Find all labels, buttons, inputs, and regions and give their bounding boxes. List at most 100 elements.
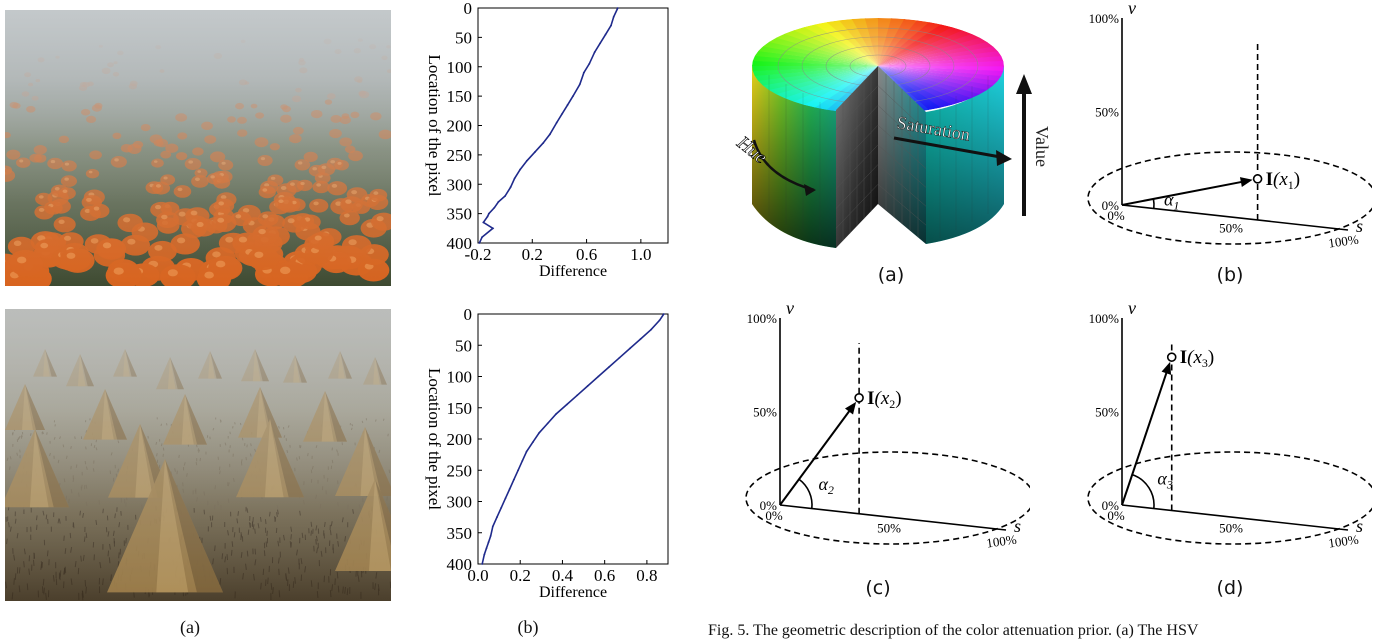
left-subcaption-a: (a) <box>180 617 200 637</box>
y-tick-label: 100 <box>447 58 473 77</box>
curve-point <box>658 319 661 322</box>
curve-point <box>517 469 520 472</box>
curve-point <box>582 71 585 74</box>
s-tick-label: 100% <box>1327 232 1359 251</box>
curve-point <box>525 450 528 453</box>
v-tick-label: 0% <box>1102 498 1120 513</box>
s-axis-label: s <box>1014 516 1021 536</box>
y-tick-label: 50 <box>455 336 472 355</box>
curve-point <box>478 242 481 244</box>
curve-point <box>599 42 602 45</box>
s-axis <box>1121 204 1349 231</box>
curve-point <box>538 431 541 434</box>
curve-point <box>482 221 485 224</box>
panel-subcaption-b: (b) <box>1216 264 1244 286</box>
s-axis-label: s <box>1356 216 1363 236</box>
curve-point <box>487 212 490 215</box>
curve-point <box>639 338 642 340</box>
curve-point <box>534 151 536 153</box>
haystack-field-haze-photo <box>5 309 391 601</box>
curve-point <box>481 563 484 565</box>
curve-point <box>497 200 500 203</box>
curve-point <box>483 553 486 556</box>
y-tick-label: 350 <box>447 524 473 543</box>
y-tick-label: 400 <box>447 555 473 574</box>
curve-point <box>504 195 507 197</box>
y-tick-label: 300 <box>447 175 473 194</box>
angle-arc <box>1152 198 1155 209</box>
curve-point <box>508 488 511 490</box>
panel-subcaption-c: (c) <box>865 577 891 599</box>
curve-point <box>555 413 558 415</box>
x-tick-label: 0.6 <box>594 566 615 585</box>
curve-point <box>546 422 549 425</box>
v-tick-label: 0% <box>1102 198 1120 213</box>
pixel-label: I(x3) <box>1180 347 1215 370</box>
s-tick-label: 0% <box>1107 208 1125 223</box>
pixel-label: I(x2) <box>867 388 902 411</box>
y-tick-label: 250 <box>447 146 473 165</box>
curve-point <box>555 121 558 124</box>
pixel-vector-head <box>1161 361 1172 375</box>
panel-subcaption-d: (d) <box>1216 577 1244 599</box>
value-label: Value <box>1032 126 1052 167</box>
x-tick-label: 1.0 <box>630 245 651 264</box>
x-tick-label: 0.0 <box>467 566 488 585</box>
s-axis-label: s <box>1356 516 1363 536</box>
hsv-cylinder-illustration: Hue Saturation Value <box>716 8 1066 260</box>
curve-point <box>485 547 488 550</box>
s-tick-label: 50% <box>1219 521 1243 536</box>
curve-point <box>513 177 516 180</box>
y-tick-label: 200 <box>447 430 473 449</box>
angle-arc <box>798 478 813 509</box>
x-tick-label: 0.2 <box>522 245 543 264</box>
pixel-point <box>1252 174 1263 184</box>
curve-point <box>519 168 521 171</box>
s-tick-label: 50% <box>1219 221 1243 236</box>
s-tick-label: 0% <box>1107 508 1125 523</box>
curve-point <box>493 206 496 209</box>
pixel-vector <box>1121 180 1246 206</box>
angle-label: α2 <box>818 474 833 497</box>
curve-point <box>521 459 524 462</box>
curve-point <box>492 227 494 230</box>
curve-point <box>610 24 612 27</box>
left-subcaption-b: (b) <box>517 617 539 637</box>
y-axis-label: Location of the pixel <box>425 368 444 510</box>
curve-point <box>597 375 600 378</box>
pixel-label: I(x1) <box>1266 169 1301 192</box>
pumpkin-field-haze-photo <box>5 10 391 286</box>
y-tick-label: 300 <box>447 493 473 512</box>
pixel-vector <box>1121 369 1169 506</box>
figure-caption: Fig. 5. The geometric description of the… <box>708 622 1199 639</box>
curve-point <box>662 313 665 315</box>
x-tick-label: 0.4 <box>552 566 574 585</box>
curve-point <box>629 347 631 350</box>
curve-point <box>487 541 490 544</box>
curve-point <box>496 516 498 519</box>
angle-label: α1 <box>1164 189 1179 212</box>
angle-arc <box>1131 473 1155 509</box>
curve-point <box>586 384 589 387</box>
curve-point <box>572 95 574 98</box>
pixel-point <box>1166 352 1177 362</box>
chart-frame <box>477 7 669 244</box>
curve-point <box>509 186 512 189</box>
curve-point <box>593 51 596 53</box>
curve-point <box>607 366 610 369</box>
v-axis-label: v <box>1128 300 1136 318</box>
v-tick-label: 50% <box>1095 405 1119 420</box>
curve-point <box>542 142 545 145</box>
s-tick-label: 100% <box>985 532 1017 551</box>
x-tick-label: 0.8 <box>636 566 657 585</box>
curve-point <box>604 33 607 36</box>
y-tick-label: 100 <box>447 368 473 387</box>
pixel-vector <box>779 407 853 506</box>
difference-curve <box>478 7 619 244</box>
s-tick-label: 0% <box>765 508 783 523</box>
hsv-subcaption-a: (a) <box>877 264 905 286</box>
curve-point <box>486 215 489 218</box>
